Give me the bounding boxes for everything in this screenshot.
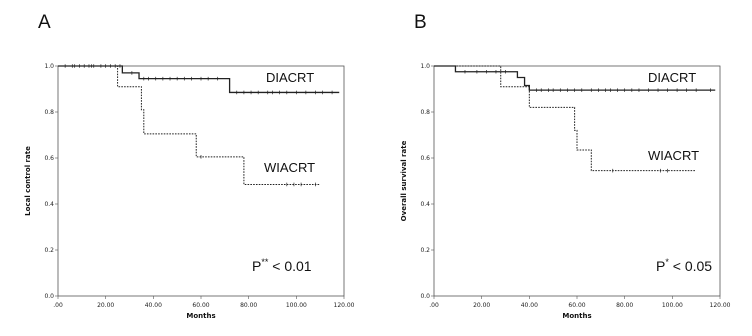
x-tick-label: 80.00 xyxy=(240,302,257,309)
y-tick-label: 0.2 xyxy=(420,247,430,254)
y-tick-label: 0.2 xyxy=(44,247,54,254)
y-axis-title: Overall survival rate xyxy=(400,140,408,221)
x-tick-label: .00 xyxy=(53,302,63,309)
x-axis-title: Months xyxy=(562,312,591,320)
x-tick-label: 40.00 xyxy=(145,302,162,309)
x-tick-label: 20.00 xyxy=(473,302,490,309)
y-tick-label: 0.0 xyxy=(44,293,54,300)
series-label-wiacrt: WIACRT xyxy=(264,160,315,175)
x-tick-label: 100.00 xyxy=(662,302,683,309)
x-tick-label: 20.00 xyxy=(97,302,114,309)
panel-label: B xyxy=(414,12,427,33)
y-tick-label: 1.0 xyxy=(44,63,54,70)
x-tick-label: 60.00 xyxy=(192,302,209,309)
series-label-diacrt: DIACRT xyxy=(648,70,696,85)
y-tick-label: 0.8 xyxy=(420,109,430,116)
y-axis-title: Local control rate xyxy=(24,146,32,216)
series-label-diacrt: DIACRT xyxy=(266,70,314,85)
chart-panel-b: B .00 20.00 40.00 60.00 80.00 100.00 120.00 0.0… xyxy=(376,0,752,336)
chart-panel-a: A .00 20.00 40.00 60.00 80.00 100.00 120.00 0.0… xyxy=(24,12,355,320)
y-tick-label: 0.8 xyxy=(44,109,54,116)
series-label-wiacrt: WIACRT xyxy=(648,148,699,163)
x-tick-label: 60.00 xyxy=(568,302,585,309)
y-tick-label: 0.0 xyxy=(420,293,430,300)
x-axis-title: Months xyxy=(186,312,215,320)
p-value-label: P* < 0.05 xyxy=(656,257,712,274)
x-tick-label: 120.00 xyxy=(334,302,355,309)
km-curve-diacrt xyxy=(58,65,340,94)
p-value-label: P** < 0.01 xyxy=(252,257,312,274)
x-tick-label: 100.00 xyxy=(286,302,307,309)
panel-label: A xyxy=(38,12,51,33)
x-tick-label: 120.00 xyxy=(710,302,731,309)
y-tick-label: 0.6 xyxy=(420,155,430,162)
x-tick-label: 40.00 xyxy=(521,302,538,309)
x-tick-label: 80.00 xyxy=(616,302,633,309)
km-chart-local-control: .00 20.00 40.00 60.00 80.00 100.00 120.00 0.0 0.… xyxy=(24,63,355,320)
y-tick-label: 0.6 xyxy=(44,155,54,162)
km-curve-diacrt xyxy=(434,65,716,91)
km-curve-wiacrt xyxy=(58,65,321,185)
km-curve-wiacrt xyxy=(434,65,697,172)
x-tick-label: .00 xyxy=(429,302,439,309)
y-tick-label: 0.4 xyxy=(44,201,54,208)
y-tick-label: 1.0 xyxy=(420,63,430,70)
y-tick-label: 0.4 xyxy=(420,201,430,208)
km-chart-overall-survival: .00 20.00 40.00 60.00 80.00 100.00 120.00 0.0 0.… xyxy=(400,63,731,320)
